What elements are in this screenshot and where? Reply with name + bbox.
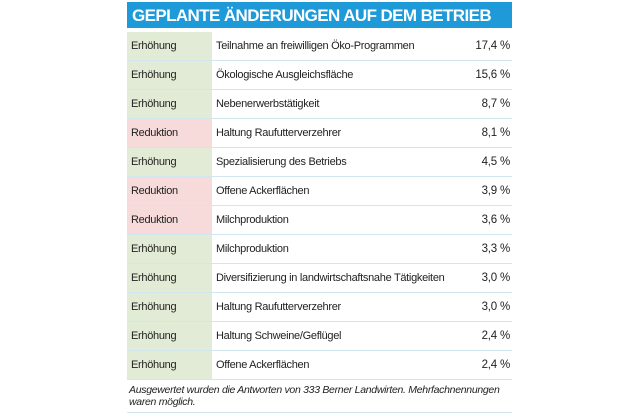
table-row: Erhöhung Ökologische Ausgleichsfläche 15,6… (127, 61, 512, 90)
item-label: Spezialisierung des Betriebs (216, 156, 347, 168)
item-label: Teilnahme an freiwilligen Öko-Programmen (216, 40, 415, 52)
item-label: Offene Ackerflächen (216, 359, 310, 371)
footnote: Ausgewertet wurden die Antworten von 333… (127, 380, 512, 413)
table-row: Reduktion Milchproduktion 3,6 % (127, 206, 512, 235)
item-label: Offene Ackerflächen (216, 185, 310, 197)
change-type-cell: Erhöhung (127, 32, 212, 60)
item-label: Haltung Schweine/Geflügel (216, 330, 342, 342)
percentage-value: 2,4 % (481, 330, 511, 342)
percentage-value: 8,7 % (481, 98, 511, 110)
table-row: Erhöhung Offene Ackerflächen 2,4 % (127, 351, 512, 380)
table-row: Reduktion Offene Ackerflächen 3,9 % (127, 177, 512, 206)
change-type-cell: Reduktion (127, 177, 212, 205)
change-type-cell: Reduktion (127, 206, 212, 234)
table-row: Reduktion Haltung Raufutterverzehrer 8,1 % (127, 119, 512, 148)
change-type-cell: Erhöhung (127, 264, 212, 292)
item-label: Nebenerwerbstätigkeit (216, 98, 320, 110)
percentage-value: 17,4 % (475, 40, 510, 52)
change-type-cell: Erhöhung (127, 61, 212, 89)
item-label: Ökologische Ausgleichsfläche (216, 69, 354, 81)
percentage-value: 15,6 % (475, 69, 510, 81)
percentage-value: 3,9 % (481, 185, 511, 197)
item-label: Milchproduktion (216, 214, 289, 226)
percentage-value: 4,5 % (481, 156, 511, 168)
change-type-cell: Erhöhung (127, 351, 212, 379)
item-label: Diversifizierung in landwirtschaftsnahe … (216, 272, 445, 284)
percentage-value: 3,0 % (481, 272, 511, 284)
change-type-cell: Reduktion (127, 119, 212, 147)
change-type-cell: Erhöhung (127, 90, 212, 118)
percentage-value: 8,1 % (481, 127, 511, 139)
percentage-value: 3,6 % (481, 214, 511, 226)
table-row: Erhöhung Haltung Raufutterverzehrer 3,0 % (127, 293, 512, 322)
table-row: Erhöhung Milchproduktion 3,3 % (127, 235, 512, 264)
table-row: Erhöhung Diversifizierung in landwirtscha… (127, 264, 512, 293)
item-label: Haltung Raufutterverzehrer (216, 127, 341, 139)
percentage-value: 3,3 % (481, 243, 511, 255)
table-row: Erhöhung Haltung Schweine/Geflügel 2,4 % (127, 322, 512, 351)
item-label: Haltung Raufutterverzehrer (216, 301, 341, 313)
table-body: Erhöhung Teilnahme an freiwilligen Öko-Pr… (127, 32, 512, 380)
item-label: Milchproduktion (216, 243, 289, 255)
change-type-cell: Erhöhung (127, 293, 212, 321)
percentage-value: 3,0 % (481, 301, 511, 313)
change-type-cell: Erhöhung (127, 322, 212, 350)
table-row: Erhöhung Nebenerwerbstätigkeit 8,7 % (127, 90, 512, 119)
table-title: GEPLANTE ÄNDERUNGEN AUF DEM BETRIEB (127, 2, 512, 28)
change-type-cell: Erhöhung (127, 235, 212, 263)
table-row: Erhöhung Spezialisierung des Betriebs 4,5 … (127, 148, 512, 177)
table-row: Erhöhung Teilnahme an freiwilligen Öko-Pr… (127, 32, 512, 61)
change-type-cell: Erhöhung (127, 148, 212, 176)
percentage-value: 2,4 % (481, 359, 511, 371)
changes-table: GEPLANTE ÄNDERUNGEN AUF DEM BETRIEB Erhö… (127, 2, 512, 413)
